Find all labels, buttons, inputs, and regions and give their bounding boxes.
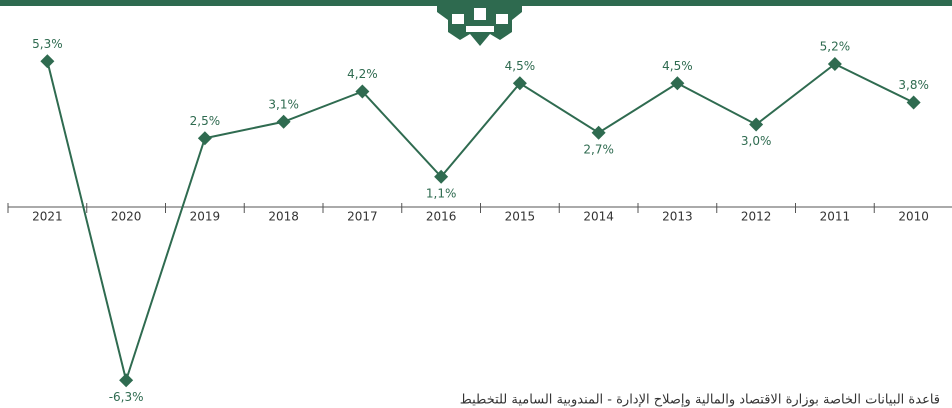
x-tick-label: 2020 (111, 210, 142, 224)
line (47, 61, 913, 380)
marker (198, 131, 212, 145)
x-tick-label: 2011 (820, 210, 851, 224)
marker (670, 76, 684, 90)
data-label: 4,2% (347, 67, 378, 81)
chart: قاعدة البيانات الخاصة بوزارة الاقتصاد وا… (0, 0, 952, 408)
data-label: 2,7% (583, 142, 614, 156)
marker (40, 54, 54, 68)
x-tick-label: 2015 (505, 210, 536, 224)
x-tick-label: 2012 (741, 210, 772, 224)
data-label: 5,2% (820, 40, 851, 54)
x-tick-label: 2014 (583, 210, 614, 224)
x-tick-label: 2021 (32, 210, 63, 224)
data-label: 4,5% (662, 59, 693, 73)
data-label: 4,5% (505, 59, 536, 73)
data-label: 3,8% (898, 78, 929, 92)
x-tick-label: 2017 (347, 210, 378, 224)
marker (277, 115, 291, 129)
data-label: 5,3% (32, 37, 63, 51)
x-tick-label: 2019 (190, 210, 221, 224)
x-tick-label: 2016 (426, 210, 457, 224)
data-label: 3,0% (741, 134, 772, 148)
data-label: 3,1% (268, 97, 299, 111)
x-tick-label: 2010 (898, 210, 929, 224)
data-label: -6,3% (109, 390, 144, 404)
source-note: قاعدة البيانات الخاصة بوزارة الاقتصاد وا… (460, 393, 940, 408)
marker (907, 96, 921, 110)
data-label: 2,5% (190, 114, 221, 128)
data-label: 1,1% (426, 186, 457, 200)
marker (592, 126, 606, 140)
marker (119, 373, 133, 387)
x-tick-label: 2013 (662, 210, 693, 224)
x-tick-label: 2018 (268, 210, 299, 224)
header-band (0, 0, 952, 46)
